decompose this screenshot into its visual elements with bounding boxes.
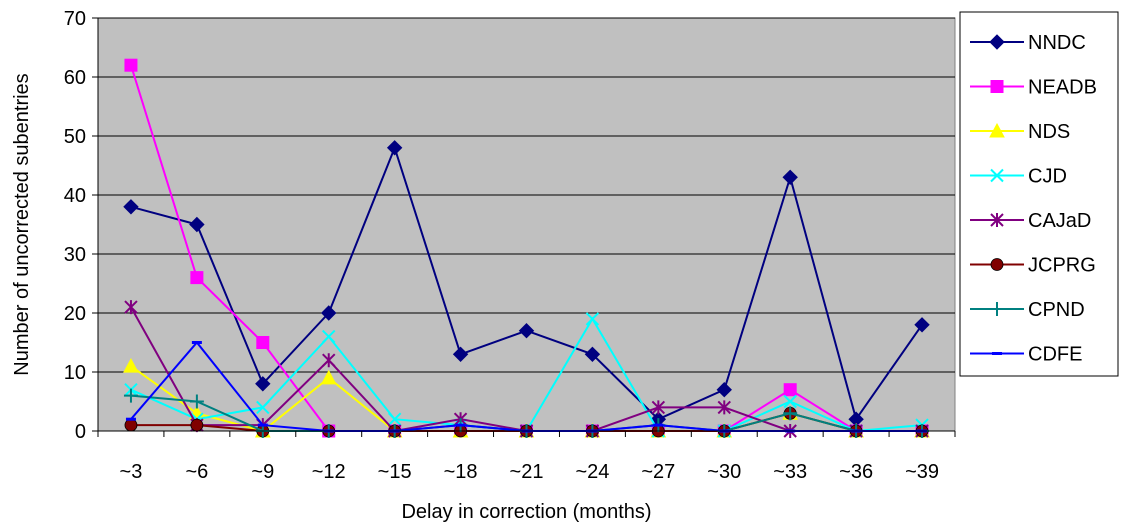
data-point bbox=[123, 358, 139, 373]
legend-label: CAJaD bbox=[1028, 210, 1091, 232]
legend-item-cjd: CJD bbox=[970, 166, 1067, 188]
x-axis: ~3 ~6 ~9 ~12 ~15 ~18 ~21 ~24 ~27 ~30 ~33 ~36 ~39 bbox=[97, 430, 956, 483]
legend-swatch-marker bbox=[990, 302, 1004, 316]
plot-background bbox=[97, 17, 956, 432]
legend-item-cdfe: CDFE bbox=[970, 344, 1082, 366]
legend-label: NEADB bbox=[1028, 77, 1097, 99]
data-point bbox=[716, 381, 732, 398]
data-point bbox=[123, 388, 138, 403]
legend-item-cajad: CAJaD bbox=[970, 210, 1091, 232]
data-point bbox=[322, 353, 336, 368]
legend-swatch-marker bbox=[990, 258, 1004, 271]
legend-label: NNDC bbox=[1028, 32, 1086, 54]
legend-item-nds: NDS bbox=[970, 121, 1070, 143]
data-point bbox=[452, 346, 469, 363]
data-point bbox=[322, 329, 336, 344]
x-tick-label: ~36 bbox=[839, 461, 873, 483]
data-point bbox=[783, 383, 797, 397]
legend-item-jcprg: JCPRG bbox=[970, 255, 1096, 277]
data-point bbox=[914, 317, 930, 333]
data-point bbox=[123, 199, 139, 215]
series-nndc bbox=[123, 140, 930, 427]
data-point bbox=[783, 394, 797, 409]
data-point bbox=[518, 322, 535, 339]
y-tick-label: 50 bbox=[64, 126, 86, 148]
legend: NNDC NEADB NDS CJD CAJaD JCPRG CPND CDFE bbox=[959, 11, 1119, 377]
y-tick-label: 0 bbox=[75, 421, 86, 443]
x-tick-label: ~15 bbox=[378, 461, 412, 483]
x-tick-label: ~39 bbox=[905, 461, 939, 483]
data-point bbox=[782, 169, 798, 186]
legend-label: CPND bbox=[1028, 299, 1085, 321]
legend-swatch-marker bbox=[990, 213, 1004, 227]
data-point bbox=[320, 369, 337, 385]
data-point bbox=[190, 271, 204, 285]
y-axis-title: Number of uncorrected subentries bbox=[11, 73, 33, 375]
data-point bbox=[584, 346, 601, 363]
legend-swatch-marker bbox=[990, 168, 1004, 183]
plot-area bbox=[97, 17, 956, 432]
y-tick-label: 30 bbox=[64, 244, 86, 266]
legend-swatch-marker bbox=[989, 34, 1005, 50]
data-point bbox=[189, 216, 205, 233]
data-point bbox=[783, 406, 798, 421]
legend-label: CDFE bbox=[1028, 344, 1082, 366]
x-tick-label: ~24 bbox=[575, 461, 609, 483]
legend-box bbox=[959, 11, 1119, 377]
y-tick-label: 10 bbox=[64, 362, 86, 384]
data-point bbox=[717, 400, 731, 415]
legend-item-nndc: NNDC bbox=[970, 32, 1086, 54]
data-point bbox=[124, 300, 138, 315]
data-point bbox=[190, 418, 204, 432]
x-tick-label: ~6 bbox=[185, 461, 208, 483]
y-tick-label: 60 bbox=[64, 67, 86, 89]
legend-swatch-marker bbox=[990, 80, 1004, 93]
x-tick-label: ~33 bbox=[773, 461, 807, 483]
y-tick-label: 40 bbox=[64, 185, 86, 207]
legend-label: NDS bbox=[1028, 121, 1070, 143]
x-tick-label: ~9 bbox=[251, 461, 274, 483]
data-point bbox=[387, 412, 402, 426]
data-point bbox=[124, 418, 138, 432]
x-tick-label: ~27 bbox=[641, 461, 675, 483]
legend-swatch-marker bbox=[989, 122, 1005, 138]
legend-label: CJD bbox=[1028, 166, 1067, 188]
data-point bbox=[585, 312, 600, 326]
x-axis-title: Delay in correction (months) bbox=[401, 501, 651, 523]
x-tick-label: ~3 bbox=[120, 461, 143, 483]
y-axis: 0 10 20 30 40 50 60 70 bbox=[64, 8, 99, 443]
data-point bbox=[651, 400, 666, 415]
data-point bbox=[321, 305, 337, 321]
legend-label: JCPRG bbox=[1028, 255, 1096, 277]
data-point bbox=[255, 376, 271, 392]
legend-item-cpnd: CPND bbox=[970, 299, 1085, 321]
x-tick-label: ~30 bbox=[707, 461, 741, 483]
x-tick-label: ~21 bbox=[510, 461, 544, 483]
y-tick-label: 20 bbox=[64, 303, 86, 325]
x-tick-label: ~18 bbox=[444, 461, 478, 483]
legend-item-neadb: NEADB bbox=[970, 77, 1097, 99]
x-tick-label: ~12 bbox=[312, 461, 346, 483]
data-point bbox=[256, 400, 270, 415]
data-point bbox=[386, 140, 403, 156]
data-point bbox=[189, 394, 204, 409]
data-point bbox=[124, 58, 138, 72]
data-point bbox=[256, 336, 270, 349]
y-tick-label: 70 bbox=[64, 8, 86, 30]
